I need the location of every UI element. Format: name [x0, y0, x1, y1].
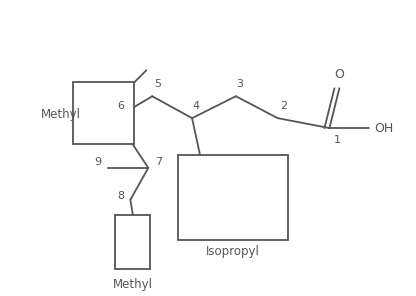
Text: O: O [334, 68, 344, 81]
Bar [115, 215, 150, 269]
Text: Isopropyl: Isopropyl [206, 245, 260, 258]
Text: 9: 9 [94, 157, 101, 167]
Text: 1: 1 [334, 135, 341, 145]
Text: Methyl: Methyl [41, 108, 81, 121]
Text: 6: 6 [117, 101, 124, 111]
Text: 5: 5 [154, 79, 161, 89]
Bar [178, 155, 287, 239]
Text: 2: 2 [280, 101, 287, 111]
Text: OH: OH [374, 122, 394, 135]
Bar [73, 82, 134, 144]
Text: 3: 3 [236, 79, 243, 89]
Text: 8: 8 [117, 191, 124, 201]
Text: Methyl: Methyl [113, 278, 154, 291]
Text: 4: 4 [193, 101, 200, 111]
Text: 7: 7 [155, 157, 162, 167]
